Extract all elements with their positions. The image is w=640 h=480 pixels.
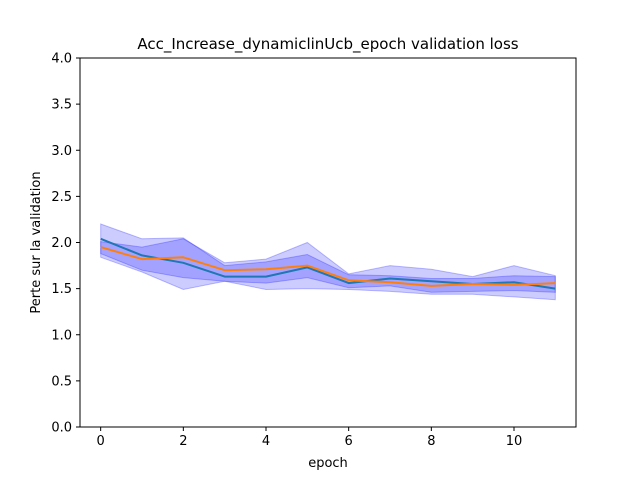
series-1-band — [100, 223, 556, 293]
y-tick-label: 4.0 — [51, 52, 72, 67]
x-axis-label: epoch — [308, 456, 348, 471]
x-tick-label: 4 — [262, 434, 270, 449]
x-tick-label: 0 — [97, 434, 105, 449]
x-tick-label: 10 — [506, 434, 523, 449]
y-tick-label: 1.0 — [51, 328, 72, 343]
y-tick-label: 2.0 — [51, 236, 72, 251]
x-axis-ticks: 0 2 4 6 8 10 — [97, 427, 523, 449]
y-tick-label: 0.5 — [51, 374, 72, 389]
y-axis-label: Perte sur la validation — [29, 171, 44, 313]
x-tick-label: 2 — [179, 434, 187, 449]
y-tick-label: 0.0 — [51, 421, 72, 436]
x-tick-label: 8 — [427, 434, 435, 449]
y-tick-label: 2.5 — [51, 190, 72, 205]
y-axis-ticks: 0.0 0.5 1.0 1.5 2.0 2.5 3.0 3.5 4.0 — [51, 52, 80, 436]
y-tick-label: 3.0 — [51, 144, 72, 159]
plot-area — [100, 223, 556, 301]
x-tick-label: 6 — [345, 434, 353, 449]
chart-title: Acc_Increase_dynamiclinUcb_epoch validat… — [137, 35, 518, 54]
y-tick-label: 3.5 — [51, 98, 72, 113]
series-2-line — [100, 246, 556, 287]
y-tick-label: 1.5 — [51, 282, 72, 297]
